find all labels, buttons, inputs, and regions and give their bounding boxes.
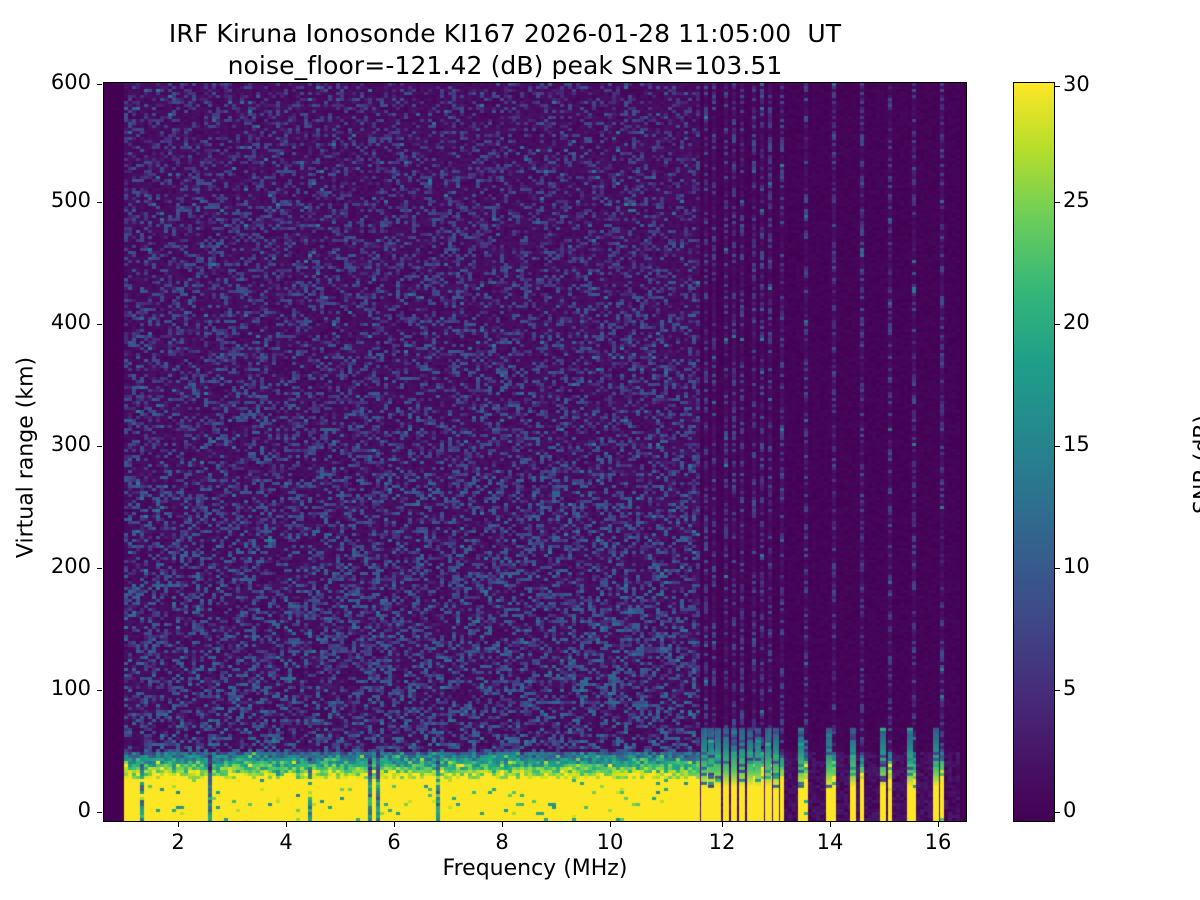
y-tick-mark	[97, 324, 102, 326]
y-tick-mark	[97, 568, 102, 570]
y-tick-label: 300	[50, 432, 91, 456]
colorbar-tick-label: 25	[1063, 188, 1090, 212]
x-tick-mark	[502, 822, 504, 827]
y-tick-mark	[97, 812, 102, 814]
figure-title: IRF Kiruna Ionosonde KI167 2026-01-28 11…	[0, 18, 1010, 82]
colorbar-tick-mark	[1055, 86, 1060, 88]
x-tick-mark	[830, 822, 832, 827]
colorbar-tick-mark	[1055, 812, 1060, 814]
colorbar	[1013, 82, 1055, 822]
x-tick-mark	[394, 822, 396, 827]
y-tick-mark	[97, 84, 102, 86]
y-tick-label: 400	[50, 310, 91, 334]
x-tick-mark	[722, 822, 724, 827]
x-tick-label: 4	[279, 830, 293, 854]
title-line-2: noise_floor=-121.42 (dB) peak SNR=103.51	[227, 51, 783, 80]
colorbar-tick-label: 15	[1063, 432, 1090, 456]
x-tick-mark	[610, 822, 612, 827]
title-line-1: IRF Kiruna Ionosonde KI167 2026-01-28 11…	[168, 19, 842, 48]
colorbar-tick-mark	[1055, 446, 1060, 448]
colorbar-tick-label: 10	[1063, 554, 1090, 578]
ionogram-axes	[103, 82, 967, 822]
y-tick-mark	[97, 202, 102, 204]
y-tick-label: 200	[50, 554, 91, 578]
colorbar-tick-label: 0	[1063, 798, 1077, 822]
y-tick-label: 0	[77, 798, 91, 822]
y-tick-mark	[97, 690, 102, 692]
colorbar-tick-mark	[1055, 568, 1060, 570]
x-tick-label: 16	[924, 830, 952, 854]
x-tick-mark	[286, 822, 288, 827]
colorbar-tick-label: 5	[1063, 676, 1077, 700]
x-tick-label: 10	[596, 830, 624, 854]
x-tick-label: 2	[171, 830, 185, 854]
x-tick-label: 12	[708, 830, 736, 854]
colorbar-tick-label: 30	[1063, 72, 1090, 96]
y-tick-label: 100	[50, 676, 91, 700]
colorbar-tick-mark	[1055, 324, 1060, 326]
colorbar-label: SNR (dB)	[1190, 415, 1200, 514]
x-tick-mark	[938, 822, 940, 827]
y-tick-label: 500	[50, 188, 91, 212]
x-tick-mark	[178, 822, 180, 827]
colorbar-tick-mark	[1055, 202, 1060, 204]
x-tick-label: 8	[495, 830, 509, 854]
colorbar-tick-label: 20	[1063, 310, 1090, 334]
x-tick-label: 14	[816, 830, 844, 854]
x-axis-label: Frequency (MHz)	[442, 856, 628, 881]
y-tick-label: 600	[50, 70, 91, 94]
colorbar-tick-mark	[1055, 690, 1060, 692]
x-tick-label: 6	[387, 830, 401, 854]
ionogram-heatmap	[104, 83, 966, 821]
y-tick-mark	[97, 446, 102, 448]
